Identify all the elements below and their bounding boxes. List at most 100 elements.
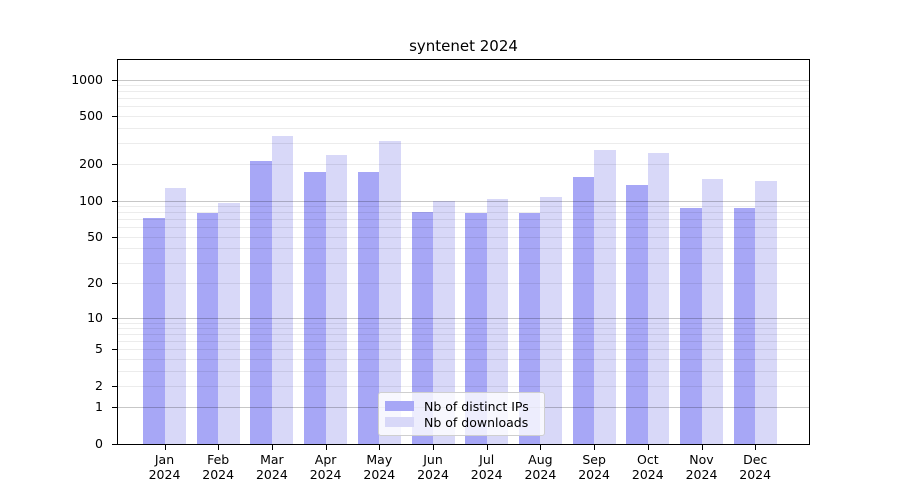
x-tick-mark-jun (433, 445, 434, 450)
x-tick-mark-apr (325, 445, 327, 450)
gridline-1000 (118, 79, 809, 81)
bar-nb-of-distinct-ips-oct (626, 184, 648, 444)
gridline-10 (118, 317, 809, 319)
y-tick-label-100: 100 (79, 192, 103, 208)
gridline-40 (118, 248, 809, 250)
x-tick-mark-jan (164, 445, 166, 450)
x-tick-mark-jul (486, 445, 488, 450)
bar-nb-of-distinct-ips-apr (304, 171, 326, 444)
legend-label-distinct-ips: Nb of distinct IPs (424, 398, 529, 414)
bar-nb-of-downloads-apr (325, 155, 348, 444)
y-tick-mark-1000 (112, 79, 117, 81)
bar-nb-of-distinct-ips-may (357, 171, 380, 444)
x-tick-mark-nov (701, 445, 703, 450)
bars-layer (118, 60, 809, 444)
y-tick-label-2: 2 (95, 378, 103, 394)
x-tick-mark-dec (755, 445, 757, 450)
gridline-5 (118, 349, 809, 351)
gridline-900 (118, 85, 809, 87)
bar-nb-of-downloads-jan (164, 188, 186, 444)
gridline-9 (118, 322, 809, 324)
x-tick-label-nov: Nov 2024 (685, 452, 718, 482)
chart-title: syntenet 2024 (409, 37, 518, 55)
legend-item-distinct-ips: Nb of distinct IPs (385, 398, 537, 414)
gridline-100 (118, 200, 809, 202)
gridline-90 (118, 206, 809, 208)
legend: Nb of distinct IPs Nb of downloads (378, 392, 545, 436)
bar-nb-of-downloads-may (379, 141, 401, 444)
bar-nb-of-distinct-ips-nov (680, 207, 702, 444)
bar-nb-of-distinct-ips-mar (250, 161, 272, 444)
x-tick-mark-oct (647, 445, 649, 450)
y-tick-label-1: 1 (95, 399, 103, 415)
y-tick-label-0: 0 (95, 436, 103, 451)
gridline-8 (118, 328, 809, 330)
bar-nb-of-distinct-ips-dec (733, 208, 756, 444)
bar-nb-of-distinct-ips-jul (465, 212, 487, 444)
y-tick-label-50: 50 (87, 228, 103, 244)
y-tick-mark-10 (112, 317, 117, 319)
x-tick-label-jul: Jul 2024 (470, 452, 503, 482)
gridline-20 (118, 283, 809, 285)
x-tick-mark-sep (594, 445, 596, 450)
x-tick-label-apr: Apr 2024 (309, 452, 342, 482)
gridline-6 (118, 341, 809, 343)
y-tick-label-5: 5 (95, 341, 103, 357)
bar-nb-of-downloads-feb (218, 202, 240, 444)
gridline-2 (118, 386, 809, 388)
grid-layer (118, 60, 809, 444)
gridline-7 (118, 334, 809, 336)
gridline-50 (118, 236, 809, 238)
y-tick-mark-20 (112, 283, 117, 285)
bar-nb-of-downloads-jul (486, 199, 509, 444)
x-axis: Jan 2024 Feb 2024 Mar 2024 Apr 2024 May 2024 Jun 20… (117, 445, 810, 490)
x-tick-label-dec: Dec 2024 (739, 452, 772, 482)
x-tick-label-jan: Jan 2024 (148, 452, 181, 482)
gridline-3 (118, 370, 809, 372)
y-tick-mark-100 (112, 200, 117, 202)
x-tick-label-jun: Jun 2024 (417, 452, 449, 482)
legend-item-downloads: Nb of downloads (385, 414, 537, 430)
bar-nb-of-downloads-mar (271, 136, 294, 444)
gridline-400 (118, 127, 809, 129)
y-tick-mark-5 (112, 349, 117, 351)
x-tick-label-mar: Mar 2024 (255, 452, 288, 482)
gridline-600 (118, 106, 809, 108)
y-tick-mark-500 (112, 116, 117, 118)
y-tick-mark-0 (112, 444, 117, 445)
legend-swatch-downloads (385, 417, 414, 427)
y-tick-label-200: 200 (79, 156, 103, 172)
gridline-300 (118, 142, 809, 144)
gridline-500 (118, 116, 809, 118)
y-axis: 1000 500 200 100 50 20 10 5 2 1 0 (30, 59, 117, 451)
y-tick-label-1000: 1000 (71, 71, 103, 87)
legend-swatch-distinct-ips (385, 401, 414, 411)
gridline-60 (118, 227, 809, 229)
bar-nb-of-downloads-jun (433, 200, 455, 444)
y-tick-mark-200 (112, 164, 117, 166)
bar-nb-of-downloads-sep (594, 149, 616, 444)
x-tick-label-may: May 2024 (363, 452, 396, 482)
x-tick-mark-feb (218, 445, 220, 450)
y-tick-mark-2 (112, 386, 117, 388)
legend-label-downloads: Nb of downloads (424, 414, 529, 430)
bar-nb-of-distinct-ips-aug (518, 212, 541, 444)
gridline-80 (118, 212, 809, 214)
y-tick-label-10: 10 (87, 309, 103, 325)
gridline-4 (118, 359, 809, 361)
gridline-700 (118, 98, 809, 100)
gridline-30 (118, 262, 809, 264)
x-tick-mark-may (379, 445, 381, 450)
bar-nb-of-downloads-oct (647, 153, 670, 444)
gridline-200 (118, 164, 809, 166)
y-tick-mark-50 (112, 236, 117, 238)
bar-nb-of-distinct-ips-jan (143, 217, 165, 444)
bar-nb-of-downloads-aug (540, 196, 562, 444)
gridline-70 (118, 219, 809, 221)
bar-nb-of-distinct-ips-jun (411, 212, 433, 444)
x-tick-label-oct: Oct 2024 (631, 452, 664, 482)
y-tick-mark-1 (112, 407, 117, 409)
bar-nb-of-downloads-nov (701, 179, 723, 444)
bar-nb-of-downloads-dec (755, 181, 777, 444)
